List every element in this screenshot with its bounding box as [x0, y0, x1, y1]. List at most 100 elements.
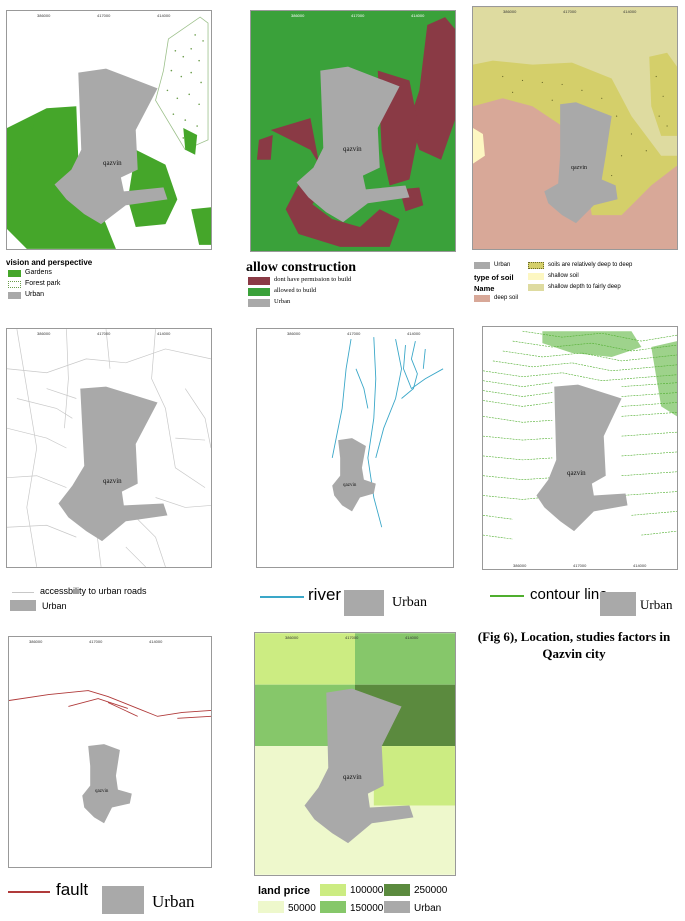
- tick-label: 414000: [405, 635, 419, 640]
- legend-fault: fault: [56, 880, 89, 899]
- legend-deep-soil: deep soil: [494, 295, 519, 301]
- tick-label: 414000: [157, 331, 171, 336]
- tick-label: 414000: [157, 13, 171, 18]
- legend-urban: Urban: [414, 903, 442, 914]
- urban-swatch: [102, 886, 144, 914]
- city-label: qazvin: [103, 159, 122, 167]
- fault-lines: [9, 690, 211, 719]
- land-price-map-graphic: [255, 633, 455, 875]
- urban-swatch: [384, 901, 410, 913]
- contour-line-swatch: [490, 595, 524, 597]
- legend-shallow-to-fairly-deep: shallow depth to fairly deep: [548, 284, 621, 290]
- construction-map-graphic: [256, 17, 455, 247]
- relatively-deep-dots: [502, 75, 668, 201]
- city-label: qazvin: [95, 789, 109, 794]
- legend-roads: accessbility to urban roads: [40, 586, 147, 596]
- tick-label: 386000: [503, 9, 517, 14]
- legend-urban: Urban: [392, 595, 427, 610]
- legend-contour: contour line: [530, 586, 608, 603]
- urban-swatch: [600, 592, 636, 616]
- tick-label: 414000: [633, 563, 647, 568]
- urban-swatch: [474, 262, 490, 269]
- contour-map: qazvin 386000 417000 414000: [482, 326, 678, 570]
- price-50000-swatch: [258, 901, 284, 913]
- vision-map-graphic: [7, 16, 211, 249]
- city-label: qazvin: [343, 483, 357, 488]
- deep-soil-swatch: [474, 295, 490, 302]
- tick-label: 417000: [573, 563, 587, 568]
- no-permission-swatch: [248, 277, 270, 285]
- no-permission-area: [256, 17, 455, 247]
- city-label: qazvin: [103, 477, 122, 485]
- tick-label: 386000: [291, 13, 305, 18]
- land-price-map: qazvin 386000 417000 414000: [254, 632, 456, 876]
- urban-area: [296, 66, 410, 223]
- urban-area: [304, 688, 414, 844]
- price-150000-swatch: [320, 901, 346, 913]
- contour-dense-area: [542, 331, 677, 417]
- urban-area: [82, 744, 132, 824]
- shallow-soil-swatch: [528, 273, 544, 280]
- legend-price-50000: 50000: [288, 903, 316, 914]
- urban-swatch: [8, 292, 21, 299]
- legend-urban: Urban: [640, 597, 673, 612]
- allowed-swatch: [248, 288, 270, 296]
- legend-urban: Urban: [42, 601, 67, 611]
- legend-urban: Urban: [152, 892, 195, 911]
- legend-type-of-soil: type of soil: [474, 273, 514, 282]
- tick-label: 386000: [287, 331, 301, 336]
- tick-label: 417000: [97, 13, 111, 18]
- legend-urban: Urban: [494, 262, 511, 268]
- river-line-swatch: [260, 596, 304, 598]
- tick-label: 386000: [37, 13, 51, 18]
- river-map-graphic: [331, 337, 444, 528]
- city-label: qazvin: [343, 145, 362, 153]
- vision-map: qazvin 386000 417000 414000: [6, 10, 212, 250]
- contour-map-graphic: [483, 330, 677, 540]
- tick-label: 414000: [623, 9, 637, 14]
- urban-area: [58, 386, 168, 542]
- shallow-to-fairly-deep-area: [473, 7, 677, 171]
- roads-map-graphic: [7, 329, 211, 567]
- legend-gardens: Gardens: [25, 269, 52, 276]
- figure-caption: (Fig 6), Location, studies factors in Qa…: [468, 628, 680, 662]
- city-label: qazvin: [567, 469, 586, 477]
- gardens-swatch: [8, 270, 21, 277]
- tick-label: 414000: [149, 639, 163, 644]
- legend-no-permission: dont have permission to build: [274, 276, 352, 283]
- tick-label: 414000: [411, 13, 425, 18]
- tick-label: 414000: [407, 331, 421, 336]
- forest-park-swatch: [8, 281, 21, 288]
- legend-urban: Urban: [25, 291, 45, 298]
- tick-label: 417000: [563, 9, 577, 14]
- legend-title-vision: vision and perspective: [6, 258, 93, 267]
- relatively-deep-swatch: [528, 262, 544, 269]
- legend-price-150000: 150000: [350, 903, 384, 914]
- tick-label: 386000: [285, 635, 299, 640]
- fault-line-swatch: [8, 891, 50, 893]
- river-map: qazvin 386000 417000 414000: [256, 328, 454, 568]
- urban-swatch: [248, 299, 270, 307]
- fault-map: qazvin 386000 417000 414000: [8, 636, 212, 868]
- legend-river: river: [308, 585, 342, 604]
- urban-area: [536, 384, 628, 532]
- urban-swatch: [344, 590, 384, 616]
- river-lines: [331, 337, 444, 528]
- shallow-to-fairly-deep-swatch: [528, 284, 544, 291]
- legend-forest-park: Forest park: [25, 280, 61, 287]
- tick-label: 417000: [347, 331, 361, 336]
- legend-price-250000: 250000: [414, 885, 448, 896]
- legend-price-100000: 100000: [350, 885, 384, 896]
- urban-area: [544, 102, 618, 224]
- tick-label: 386000: [37, 331, 51, 336]
- legend-shallow-soil: shallow soil: [548, 273, 579, 279]
- urban-swatch: [10, 600, 36, 611]
- road-lines: [7, 329, 211, 567]
- price-100000-swatch: [320, 884, 346, 896]
- legend-title-construction: allow construction: [246, 260, 357, 275]
- shallow-soil-area: [473, 128, 485, 164]
- caption-line-2: Qazvin city: [542, 646, 606, 661]
- urban-area: [332, 438, 376, 512]
- legend-urban: Urban: [274, 298, 291, 305]
- price-250000-swatch: [384, 884, 410, 896]
